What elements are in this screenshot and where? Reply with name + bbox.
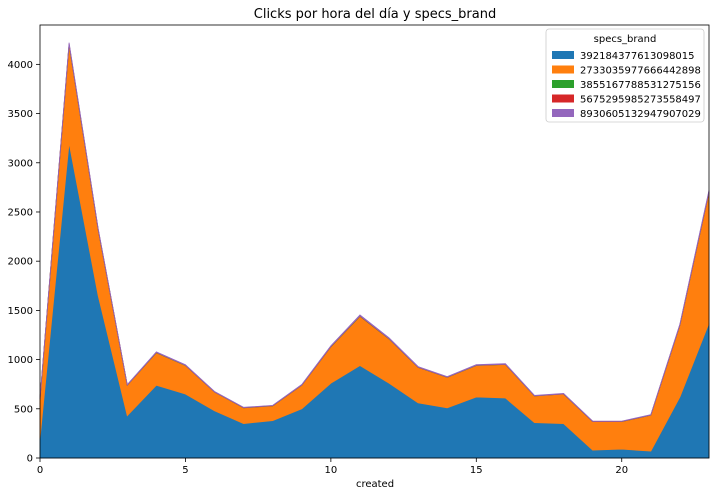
legend-swatch (552, 80, 574, 88)
legend-entry-label: 3855167788531275156 (580, 80, 701, 91)
y-tick-label: 2500 (8, 207, 33, 218)
x-tick-label: 5 (182, 465, 188, 476)
legend-swatch (552, 109, 574, 117)
legend-swatch (552, 51, 574, 59)
axes: 0 5 10 15 20 0 500 1000 1500 2000 2500 3000 3500 4000 (8, 24, 710, 476)
legend-title: specs_brand (594, 34, 657, 45)
legend: specs_brand 392184377613098015 27330359776… (545, 28, 705, 123)
y-tick-label: 2000 (8, 257, 33, 268)
x-tick-label: 10 (325, 465, 338, 476)
legend-entry-label: 8930605132947907029 (580, 109, 701, 120)
x-axis-label: created (356, 479, 394, 490)
y-tick-label: 500 (14, 404, 33, 415)
legend-swatch (552, 65, 574, 74)
x-tick-label: 20 (615, 465, 628, 476)
y-tick-label: 3500 (8, 109, 33, 120)
x-tick-label: 0 (37, 465, 43, 476)
y-tick-label: 1500 (8, 306, 33, 317)
legend-entry-label: 5675295985273558497 (580, 95, 701, 106)
chart-title: Clicks por hora del día y specs_brand (254, 7, 496, 22)
x-tick-label: 15 (470, 465, 483, 476)
y-tick-label: 1000 (8, 355, 33, 366)
y-tick-label: 3000 (8, 158, 33, 169)
legend-entry-label: 2733035977666442898 (580, 66, 701, 77)
y-tick-label: 0 (27, 454, 33, 465)
legend-box (545, 28, 705, 123)
legend-entry-label: 392184377613098015 (580, 51, 695, 62)
plot-frame (39, 24, 710, 459)
y-tick-label: 4000 (8, 60, 33, 71)
legend-swatch (552, 94, 574, 103)
